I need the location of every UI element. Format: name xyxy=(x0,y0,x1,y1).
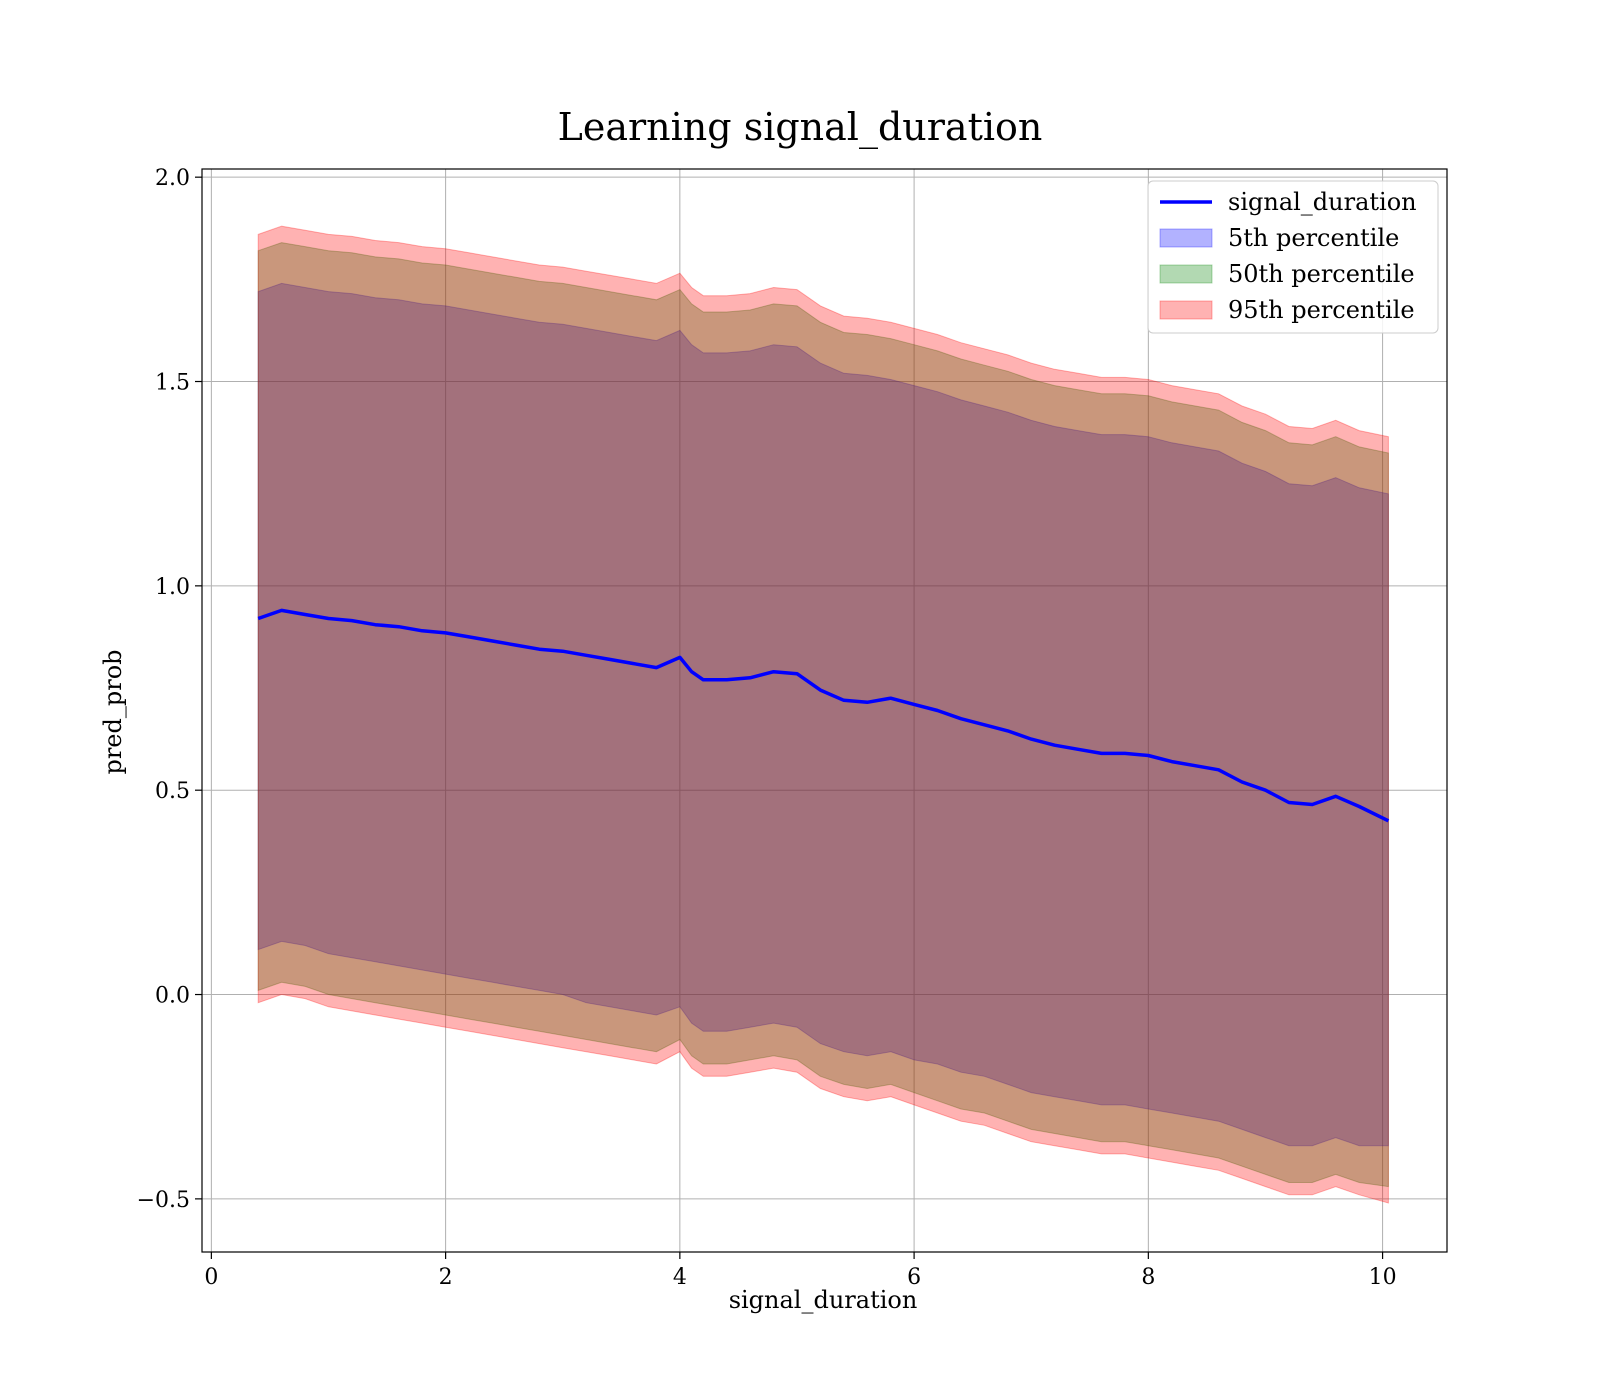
bands-layer xyxy=(257,225,1389,1204)
y-tick-label: 0.0 xyxy=(155,984,190,1009)
legend-label: 95th percentile xyxy=(1228,296,1415,324)
y-axis-label: pred_prob xyxy=(99,649,127,774)
x-tick-label: 8 xyxy=(1141,1265,1155,1290)
x-tick-label: 6 xyxy=(907,1265,921,1290)
band-5th-percentile xyxy=(257,282,1389,1147)
x-axis-ticks: 0 2 4 6 8 10 xyxy=(204,1252,1397,1290)
y-tick-label: 0.5 xyxy=(155,779,190,804)
y-tick-label: −0.5 xyxy=(137,1188,190,1213)
x-tick-label: 4 xyxy=(673,1265,687,1290)
legend: signal_duration 5th percentile 50th percen… xyxy=(1147,180,1439,334)
legend-swatch xyxy=(1159,300,1213,320)
plot-frame xyxy=(201,168,1448,1253)
x-tick-label: 0 xyxy=(204,1265,218,1290)
legend-label: 50th percentile xyxy=(1228,260,1415,288)
legend-swatch xyxy=(1159,264,1213,284)
band-95th-percentile xyxy=(257,225,1389,1204)
x-tick-label: 2 xyxy=(439,1265,453,1290)
y-tick-label: 1.5 xyxy=(155,371,190,396)
y-axis-ticks: −0.5 0.0 0.5 1.0 1.5 2.0 xyxy=(137,166,202,1213)
legend-label: signal_duration xyxy=(1228,188,1417,216)
y-tick-label: 1.0 xyxy=(155,575,190,600)
x-tick-label: 10 xyxy=(1369,1265,1397,1290)
chart-title: Learning signal_duration xyxy=(558,105,1043,150)
legend-swatch xyxy=(1159,228,1213,248)
legend-box xyxy=(1147,180,1439,334)
grid-layer xyxy=(202,169,1447,1252)
y-tick-label: 2.0 xyxy=(155,166,190,191)
line-signal_duration xyxy=(257,608,1390,823)
legend-label: 5th percentile xyxy=(1228,224,1399,252)
lines-layer xyxy=(257,608,1390,823)
band-50th-percentile xyxy=(257,242,1389,1188)
x-axis-label: signal_duration xyxy=(729,1286,918,1314)
